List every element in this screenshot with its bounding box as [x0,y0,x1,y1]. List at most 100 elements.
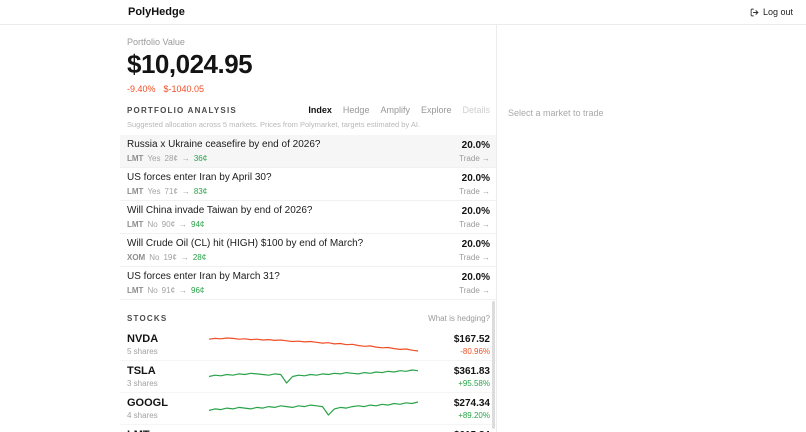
stock-change: +89.20% [458,410,490,420]
scrollbar-thumb[interactable] [492,301,495,429]
stock-list: NVDA 5 shares $167.52 -80.96% TSLA 3 sha… [120,329,496,432]
hedging-help-link[interactable]: What is hedging? [428,314,490,323]
portfolio-change-amount: $-1040.05 [163,84,205,94]
market-list: Russia x Ukraine ceasefire by end of 202… [120,135,496,300]
market-meta: LMT No 90¢ → 94¢ [127,220,313,229]
trade-link[interactable]: Trade → [459,219,490,229]
detail-placeholder: Select a market to trade [508,108,604,118]
arrow-icon: → [181,187,190,196]
market-target-price: 96¢ [191,286,205,295]
market-question: US forces enter Iran by March 31? [127,271,280,282]
market-row[interactable]: Will China invade Taiwan by end of 2026?… [120,201,496,234]
market-side: No [149,253,160,262]
tab-explore[interactable]: Explore [420,105,452,115]
market-meta: LMT Yes 28¢ → 36¢ [127,154,320,163]
market-target-price: 36¢ [193,154,208,163]
stock-change: -80.96% [460,346,490,356]
detail-pane: Select a market to trade [497,25,806,432]
portfolio-value-label: Portfolio Value [127,37,185,47]
market-row[interactable]: Russia x Ukraine ceasefire by end of 202… [120,135,496,168]
market-ticker: LMT [127,286,144,295]
market-price: 90¢ [161,220,176,229]
market-target-price: 83¢ [193,187,208,196]
analysis-title: PORTFOLIO ANALYSIS [127,106,237,115]
tab-details[interactable]: Details [462,105,490,115]
trade-link[interactable]: Trade → [459,186,490,196]
market-row[interactable]: US forces enter Iran by April 30? LMT Ye… [120,168,496,201]
market-meta: LMT No 91¢ → 96¢ [127,286,280,295]
portfolio-change: -9.40% $-1040.05 [127,84,490,94]
stock-price: $615.84 [428,430,490,432]
market-price: 91¢ [161,286,176,295]
market-meta: XOM No 19¢ → 28¢ [127,253,363,262]
market-question: US forces enter Iran by April 30? [127,172,272,183]
stock-price: $167.52 [453,333,490,345]
stock-row[interactable]: LMT 2 shares $615.84 +43.22% [120,425,496,432]
trade-link[interactable]: Trade → [459,285,490,295]
topbar: PolyHedge Log out [0,0,806,25]
app-logo: PolyHedge [128,6,185,18]
market-target-price: 94¢ [191,220,205,229]
price-sparkline [208,336,419,353]
analysis-tabs: Index Hedge Amplify Explore Details [308,105,490,115]
logout-label: Log out [762,7,793,17]
market-row[interactable]: Will Crude Oil (CL) hit (HIGH) $100 by e… [120,234,496,267]
stock-ticker: LMT [127,429,199,432]
stocks-title: STOCKS [127,314,168,323]
market-ticker: XOM [127,253,146,262]
logout-button[interactable]: Log out [750,7,793,17]
analysis-subtitle: Suggested allocation across 5 markets. P… [127,120,421,129]
stock-ticker: GOOGL [127,397,168,409]
arrow-icon: → [179,220,188,229]
market-allocation: 20.0% [461,139,490,151]
market-target-price: 28¢ [192,253,207,262]
market-price: 28¢ [164,154,178,163]
trade-link[interactable]: Trade → [459,252,490,262]
market-price: 19¢ [163,253,177,262]
stock-shares: 5 shares [127,347,158,356]
market-side: No [147,286,158,295]
stock-shares: 3 shares [127,379,158,388]
market-allocation: 20.0% [461,205,490,217]
logout-icon [750,8,759,17]
market-meta: LMT Yes 71¢ → 83¢ [127,187,272,196]
stock-price: $274.34 [453,397,490,409]
market-ticker: LMT [127,154,144,163]
market-side: Yes [147,187,161,196]
stock-ticker: NVDA [127,333,159,345]
market-allocation: 20.0% [461,172,490,184]
price-sparkline [208,368,419,385]
stock-row[interactable]: TSLA 3 shares $361.83 +95.58% [120,361,496,393]
stock-shares: 4 shares [127,411,158,420]
market-side: Yes [147,154,161,163]
stock-price: $361.83 [453,365,490,377]
market-ticker: LMT [127,220,144,229]
arrow-icon: → [180,253,189,262]
portfolio-change-percent: -9.40% [127,84,156,94]
stock-row[interactable]: GOOGL 4 shares $274.34 +89.20% [120,393,496,425]
tab-amplify[interactable]: Amplify [380,105,410,115]
market-question: Will Crude Oil (CL) hit (HIGH) $100 by e… [127,238,364,249]
market-allocation: 20.0% [461,238,490,250]
market-side: No [147,220,158,229]
market-ticker: LMT [127,187,144,196]
arrow-icon: → [179,286,188,295]
stock-ticker: TSLA [127,365,156,377]
market-price: 71¢ [164,187,178,196]
stock-row[interactable]: NVDA 5 shares $167.52 -80.96% [120,329,496,361]
stocks-header: STOCKS What is hedging? [127,314,490,323]
portfolio-summary: Portfolio Value $10,024.95 -9.40% $-1040… [127,37,490,94]
market-allocation: 20.0% [461,271,490,283]
price-sparkline [208,400,419,417]
market-question: Will China invade Taiwan by end of 2026? [127,205,313,216]
stock-change: +95.58% [458,378,490,388]
tab-hedge[interactable]: Hedge [342,105,370,115]
market-question: Russia x Ukraine ceasefire by end of 202… [127,139,321,150]
arrow-icon: → [181,154,190,163]
analysis-header: PORTFOLIO ANALYSIS Index Hedge Amplify E… [127,105,490,115]
market-row[interactable]: US forces enter Iran by March 31? LMT No… [120,267,496,300]
trade-link[interactable]: Trade → [459,153,490,163]
tab-index[interactable]: Index [308,105,332,115]
portfolio-pane: Portfolio Value $10,024.95 -9.40% $-1040… [0,25,497,432]
portfolio-value: $10,024.95 [127,49,253,79]
